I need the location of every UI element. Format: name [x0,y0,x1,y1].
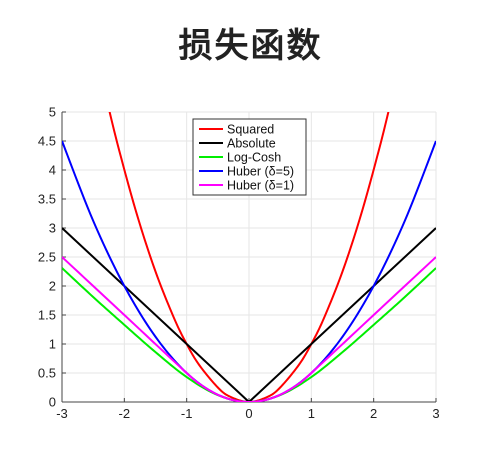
x-tick-label: -1 [181,406,193,421]
x-tick-label: 3 [432,406,439,421]
x-tick-label: 1 [308,406,315,421]
legend-label: Absolute [227,137,276,151]
data-series [62,112,436,402]
series-line-squared [108,112,390,402]
y-tick-label: 1 [49,337,56,352]
tick-labels: -3 -2 -1 0 1 2 3 0 0.5 1 1.5 2 2.5 3 3.5 4 4.5 5 [38,105,440,422]
x-tick-label: 0 [245,406,252,421]
series-line-log-cosh [62,267,436,402]
y-tick-label: 0.5 [38,366,56,381]
y-tick-label: 1.5 [38,308,56,323]
y-tick-label: 4 [49,163,56,178]
legend-label: Huber (δ=1) [227,179,294,193]
y-tick-label: 3 [49,221,56,236]
x-tick-label: 2 [370,406,377,421]
series-line-huber-1 [62,256,436,402]
chart-title: 损失函数 [178,26,323,66]
x-tick-label: -3 [56,406,68,421]
series-line-huber-5 [62,140,436,402]
y-tick-label: 3.5 [38,192,56,207]
legend-label: Huber (δ=5) [227,165,294,179]
y-tick-label: 4.5 [38,134,56,149]
y-tick-label: 0 [49,395,56,410]
y-tick-label: 2.5 [38,250,56,265]
y-tick-label: 5 [49,105,56,120]
y-tick-label: 2 [49,279,56,294]
legend-label: Squared [227,123,274,137]
x-tick-label: -2 [119,406,131,421]
legend-label: Log-Cosh [227,151,281,165]
